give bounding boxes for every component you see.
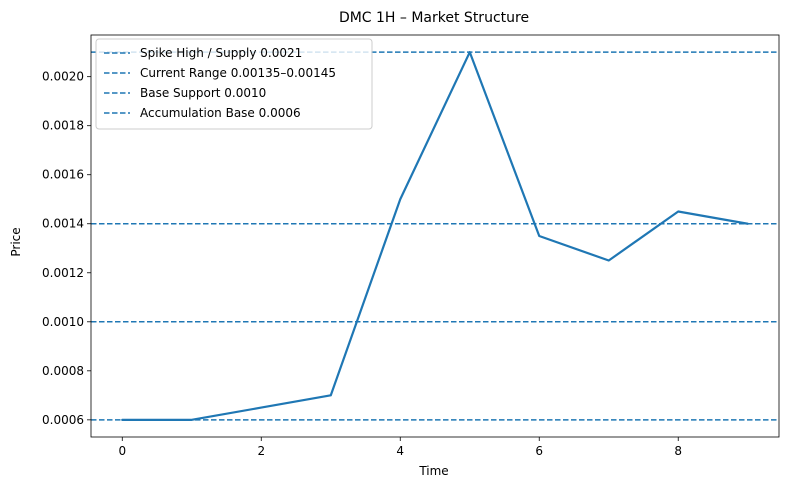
y-tick-label: 0.0010 bbox=[42, 315, 84, 329]
y-tick-label: 0.0014 bbox=[42, 217, 84, 231]
y-tick-label: 0.0016 bbox=[42, 168, 84, 182]
x-tick-label: 8 bbox=[674, 444, 682, 458]
x-axis-label: Time bbox=[418, 464, 448, 478]
legend-label: Spike High / Supply 0.0021 bbox=[140, 46, 302, 60]
x-tick-label: 4 bbox=[396, 444, 404, 458]
x-tick-label: 0 bbox=[118, 444, 126, 458]
y-tick-label: 0.0020 bbox=[42, 70, 84, 84]
legend-label: Accumulation Base 0.0006 bbox=[140, 106, 301, 120]
y-tick-label: 0.0008 bbox=[42, 364, 84, 378]
series-line-0 bbox=[121, 51, 749, 421]
x-tick-label: 6 bbox=[535, 444, 543, 458]
series-layer bbox=[121, 51, 749, 421]
y-axis-label: Price bbox=[9, 227, 23, 256]
y-tick-label: 0.0012 bbox=[42, 266, 84, 280]
chart-title: DMC 1H – Market Structure bbox=[339, 10, 529, 26]
y-tick-label: 0.0018 bbox=[42, 119, 84, 133]
legend: Spike High / Supply 0.0021 Current Range … bbox=[95, 38, 373, 130]
legend-box bbox=[95, 38, 373, 130]
y-tick-label: 0.0006 bbox=[42, 413, 84, 427]
axes: 0 2 4 6 8 0.0006 0.0008 0.0010 0.0012 0.0014 0.001… bbox=[42, 34, 780, 458]
plot-frame bbox=[90, 34, 780, 438]
legend-label: Base Support 0.0010 bbox=[140, 86, 266, 100]
legend-label: Current Range 0.00135–0.00145 bbox=[140, 66, 336, 80]
x-tick-label: 2 bbox=[257, 444, 265, 458]
